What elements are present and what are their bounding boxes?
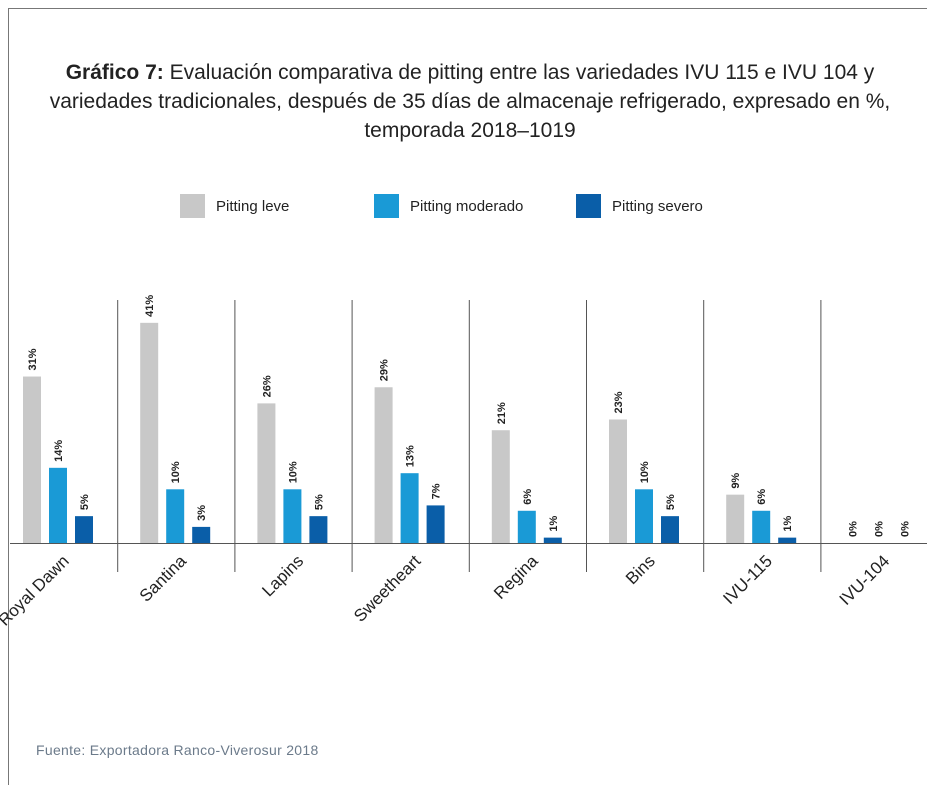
value-label: 6% [756,489,768,505]
value-label: 26% [261,375,273,397]
bar [726,494,745,543]
legend-label: Pitting leve [216,198,289,215]
title-text: Evaluación comparativa de pitting entre … [49,61,891,142]
bar [426,505,445,543]
bar [192,526,211,543]
bar [166,489,185,543]
bar [140,322,159,543]
x-tick-label: Sweetheart [350,551,424,625]
bar [283,489,302,543]
bar [752,510,771,543]
bar [257,403,276,543]
bar [23,376,41,543]
x-tick-label: IVU-115 [719,551,776,608]
legend-swatch [180,194,205,218]
legend-label: Pitting severo [612,198,703,215]
bar [309,516,328,543]
value-label: 0% [873,521,885,537]
value-label: 5% [313,494,325,510]
x-tick-label: IVU-104 [836,551,894,609]
value-label: 3% [196,505,208,521]
value-label: 21% [496,402,508,424]
bar [609,419,627,543]
source: Fuente: Exportadora Ranco-Viverosur 2018 [36,742,319,758]
value-label: 23% [613,391,625,413]
value-label: 0% [899,521,911,537]
bar [75,516,93,543]
value-label: 7% [431,483,443,499]
bar [543,537,562,543]
value-label: 1% [782,516,794,532]
value-label: 31% [27,348,39,370]
x-tick-label: Regina [490,551,542,603]
bar [517,510,536,543]
bar [400,473,419,543]
x-tick-label: Bins [622,551,659,588]
value-label: 5% [665,494,677,510]
bar [491,430,510,543]
legend-swatch [374,194,399,218]
bar [374,387,393,543]
bar [635,489,653,543]
bar [661,516,679,543]
value-label: 29% [379,359,391,381]
value-label: 10% [639,461,651,483]
bar [778,537,797,543]
value-label: 6% [522,489,534,505]
x-tick-label: Santina [136,551,191,606]
chart-title: Gráfico 7: Evaluación comparativa de pit… [45,58,895,145]
value-label: 9% [730,473,742,489]
title-prefix: Gráfico 7: [65,61,164,84]
value-label: 41% [144,295,156,317]
value-label: 10% [170,461,182,483]
x-tick-label: Royal Dawn [0,551,73,629]
legend-swatch [576,194,601,218]
x-tick-label: Lapins [258,551,307,600]
value-label: 10% [287,461,299,483]
value-label: 14% [53,440,65,462]
value-label: 5% [79,494,91,510]
value-label: 13% [405,445,417,467]
value-label: 0% [847,521,859,537]
legend-label: Pitting moderado [410,198,523,215]
bar [49,467,67,543]
value-label: 1% [548,516,560,532]
